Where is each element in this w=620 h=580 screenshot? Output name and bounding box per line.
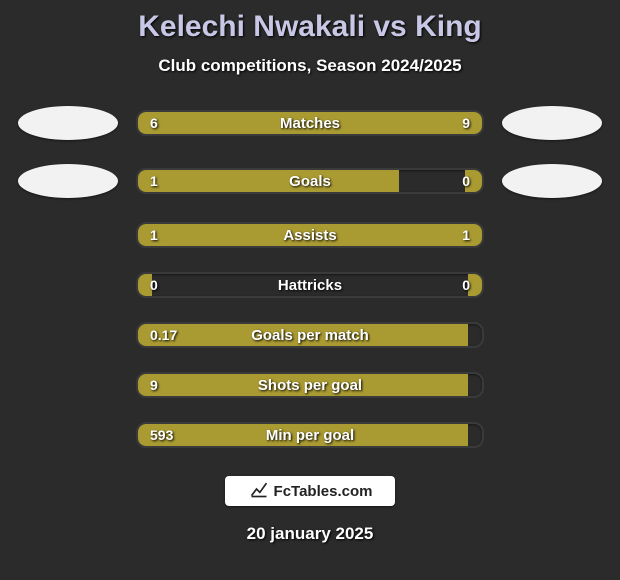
- fill-left: [138, 424, 468, 446]
- stat-bar: 11Assists: [136, 222, 484, 248]
- fill-right: [468, 274, 482, 296]
- bar-wrap: 69Matches: [136, 110, 484, 136]
- stat-rows: 69Matches10Goals11Assists00Hattricks0.17…: [0, 106, 620, 448]
- subtitle: Club competitions, Season 2024/2025: [0, 56, 620, 76]
- stat-bar: 10Goals: [136, 168, 484, 194]
- stat-bar: 0.17Goals per match: [136, 322, 484, 348]
- value-left: 1: [150, 170, 158, 192]
- stat-bar: 9Shots per goal: [136, 372, 484, 398]
- fill-left: [138, 374, 468, 396]
- stat-row: 10Goals: [0, 164, 620, 198]
- fill-left: [138, 112, 276, 134]
- bar-wrap: 9Shots per goal: [136, 372, 484, 398]
- stat-row: 69Matches: [0, 106, 620, 140]
- value-left: 0: [150, 274, 158, 296]
- value-right: 0: [462, 274, 470, 296]
- stat-label: Hattricks: [138, 274, 482, 296]
- avatar-col-right: [484, 164, 620, 198]
- chart-icon: [248, 479, 270, 504]
- brand-text: FcTables.com: [274, 483, 373, 500]
- avatar-col-right: [484, 106, 620, 140]
- player-b-avatar: [502, 106, 602, 140]
- avatar-col-left: [0, 106, 136, 140]
- value-right: 1: [462, 224, 470, 246]
- value-right: 0: [462, 170, 470, 192]
- value-right: 9: [462, 112, 470, 134]
- player-a-name: Kelechi Nwakali: [138, 10, 365, 43]
- stat-bar: 69Matches: [136, 110, 484, 136]
- player-a-avatar: [18, 164, 118, 198]
- date: 20 january 2025: [0, 524, 620, 544]
- stat-bar: 593Min per goal: [136, 422, 484, 448]
- vs-label: vs: [373, 10, 406, 43]
- fill-left: [138, 324, 468, 346]
- fill-left: [138, 224, 310, 246]
- stat-bar: 0 0Hattricks: [136, 272, 484, 298]
- bar-wrap: 0.17Goals per match: [136, 322, 484, 348]
- fill-right: [310, 224, 482, 246]
- player-b-avatar: [502, 164, 602, 198]
- value-left: 0.17: [150, 324, 177, 346]
- player-a-avatar: [18, 106, 118, 140]
- stat-row: 0 0Hattricks: [0, 272, 620, 298]
- fill-right: [276, 112, 482, 134]
- value-left: 593: [150, 424, 173, 446]
- stat-row: 11Assists: [0, 222, 620, 248]
- fill-left: [138, 170, 399, 192]
- value-left: 9: [150, 374, 158, 396]
- brand-badge: FcTables.com: [225, 476, 395, 506]
- comparison-card: Kelechi Nwakali vs King Club competition…: [0, 0, 620, 580]
- stat-row: 9Shots per goal: [0, 372, 620, 398]
- title: Kelechi Nwakali vs King: [0, 0, 620, 44]
- stat-row: 593Min per goal: [0, 422, 620, 448]
- bar-wrap: 10Goals: [136, 168, 484, 194]
- value-left: 1: [150, 224, 158, 246]
- stat-row: 0.17Goals per match: [0, 322, 620, 348]
- bar-wrap: 593Min per goal: [136, 422, 484, 448]
- bar-wrap: 0 0Hattricks: [136, 272, 484, 298]
- bar-wrap: 11Assists: [136, 222, 484, 248]
- avatar-col-left: [0, 164, 136, 198]
- value-left: 6: [150, 112, 158, 134]
- player-b-name: King: [415, 10, 482, 43]
